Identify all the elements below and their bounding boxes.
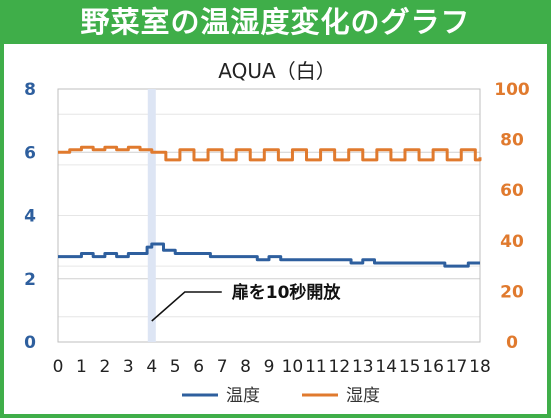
tick-label-right: 0 [506,333,518,353]
annotation-label: 扉を10秒開放 [232,282,342,303]
tick-label-x: 2 [99,357,110,377]
series-layer [58,145,482,268]
series-line-2 [58,145,482,162]
tick-label-x: 6 [193,357,204,377]
tick-label-x: 7 [217,357,228,377]
tick-label-x: 11 [305,357,327,377]
tick-label-left: 6 [24,143,36,163]
tick-label-x: 17 [446,357,468,377]
tick-label-x: 5 [170,357,181,377]
tick-label-x: 15 [399,357,421,377]
tick-label-right: 20 [500,282,524,302]
legend-label: 湿度 [346,386,380,406]
tick-label-x: 13 [352,357,374,377]
tick-label-right: 80 [500,131,524,151]
tick-label-x: 10 [282,357,304,377]
annotation-group: 扉を10秒開放 [151,282,342,322]
tick-label-right: 60 [500,181,524,201]
tick-label-x: 3 [123,357,134,377]
tick-label-left: 0 [24,333,36,353]
tick-label-x: 16 [422,357,444,377]
tick-label-right: 40 [500,232,524,252]
highlight-band-rect [147,89,156,342]
chart-subtitle: AQUA（白） [218,59,335,83]
series-line-1 [58,242,480,268]
tick-label-x: 9 [264,357,275,377]
tick-label-left: 2 [24,270,36,290]
legend-label: 温度 [226,386,260,406]
tick-label-x: 0 [53,357,64,377]
tick-label-x: 14 [375,357,397,377]
annotation-leader [151,291,222,322]
legend: 温度 湿度 [182,386,380,406]
tick-label-right: 100 [494,80,530,100]
tick-label-x: 18 [469,357,491,377]
tick-label-x: 4 [146,357,157,377]
tick-label-x: 8 [240,357,251,377]
tick-label-left: 4 [24,207,36,227]
chart-title-banner: 野菜室の温湿度変化のグラフ [0,0,551,44]
tick-label-x: 12 [329,357,351,377]
plot-border [57,88,481,343]
highlight-band [147,89,156,342]
tick-label-x: 1 [76,357,87,377]
grid-lines [57,88,481,343]
tick-label-left: 8 [24,80,36,100]
